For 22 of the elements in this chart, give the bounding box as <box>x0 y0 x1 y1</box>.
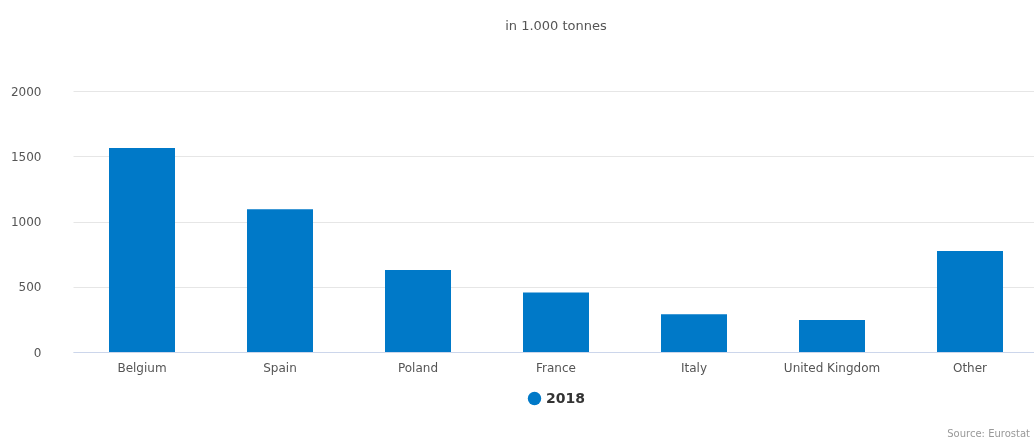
y-tick-label: 500 <box>18 280 42 295</box>
x-tick-label: Italy <box>680 360 708 375</box>
bar <box>385 270 451 352</box>
y-tick-label: 1500 <box>10 149 42 164</box>
chart-title: in 1.000 tonnes <box>505 18 608 33</box>
bar <box>247 209 313 352</box>
x-tick-label: United Kingdom <box>783 360 881 375</box>
x-tick-label: Spain <box>263 360 297 375</box>
legend-label: 2018 <box>546 389 585 406</box>
x-tick-label: Belgium <box>117 360 167 375</box>
x-tick-label: France <box>536 360 576 375</box>
y-tick-label: 1000 <box>10 215 42 229</box>
bar <box>109 148 175 352</box>
bar <box>799 320 865 352</box>
y-tick-label: 2000 <box>10 84 42 99</box>
x-tick-label: Other <box>952 360 988 375</box>
bar <box>661 314 727 352</box>
bar <box>937 251 1003 352</box>
source-note: Source: Eurostat <box>947 428 1030 439</box>
y-tick-label: 0 <box>33 345 42 360</box>
x-tick-label: Poland <box>397 360 439 375</box>
bar <box>523 292 589 352</box>
